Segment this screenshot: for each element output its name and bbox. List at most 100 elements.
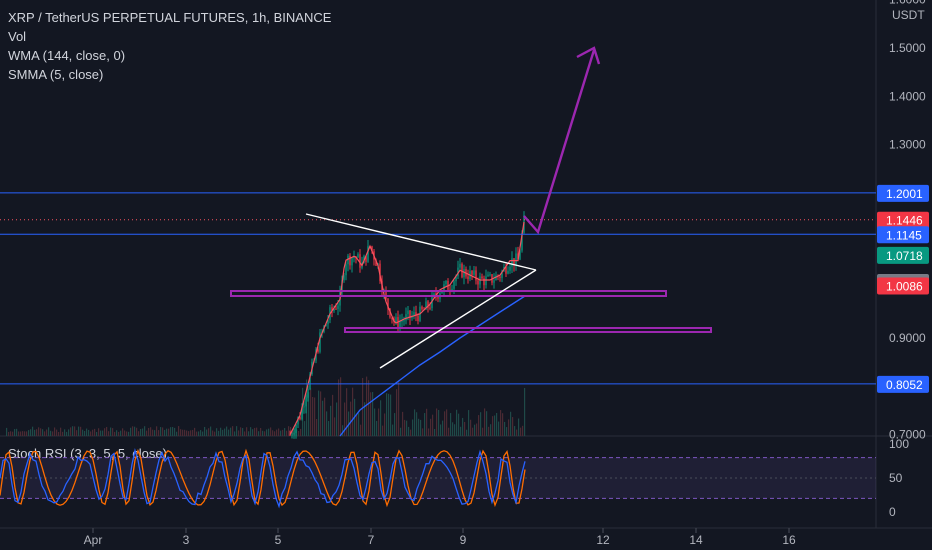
candle-body (459, 263, 461, 268)
wma-indicator-label[interactable]: WMA (144, close, 0) (8, 48, 126, 63)
volume-bar (434, 428, 436, 436)
candle-body (331, 307, 333, 311)
volume-bar (436, 408, 438, 436)
volume-bar (144, 426, 146, 436)
volume-bar (454, 424, 456, 436)
levels-and-drawings (0, 46, 876, 437)
volume-bar (172, 426, 174, 436)
volume-bar (46, 429, 48, 436)
time-tick-label: 14 (689, 533, 703, 547)
volume-bar (350, 401, 352, 436)
volume-bar (378, 408, 380, 436)
candle-body (413, 312, 415, 316)
volume-bar (318, 390, 320, 436)
candle-body (389, 308, 391, 318)
support-zone-lower (344, 327, 712, 333)
volume-bar (76, 430, 78, 436)
volume-bar (270, 427, 272, 436)
volume-bar (442, 420, 444, 436)
volume-bar (250, 427, 252, 436)
candle-body (399, 321, 401, 328)
candle-body (417, 315, 419, 321)
candle-body (415, 312, 417, 316)
candle-body (395, 317, 397, 322)
price-badge-label: 0.8052 (886, 378, 923, 392)
volume-bar (356, 414, 358, 436)
volume-bar (338, 379, 340, 436)
candle-body (505, 267, 507, 274)
volume-bar (300, 428, 302, 436)
volume-bar (340, 377, 342, 436)
volume-bar (268, 428, 270, 436)
candle-body (425, 301, 427, 310)
volume-bar (256, 427, 258, 436)
price-tick-label: 1.4000 (889, 89, 926, 103)
volume-bar (286, 430, 288, 436)
volume-bar (50, 430, 52, 436)
volume-bar (280, 430, 282, 436)
time-tick-label: 16 (782, 533, 796, 547)
volume-bar (414, 409, 416, 436)
volume-bar (104, 428, 106, 436)
volume-bar (372, 392, 374, 436)
symbol-title[interactable]: XRP / TetherUS PERPETUAL FUTURES, 1h, BI… (8, 10, 332, 25)
stoch-d-line (0, 448, 526, 508)
candle-body (481, 276, 483, 279)
candle-body (367, 246, 369, 262)
volume-bar (476, 423, 478, 436)
volume-bar (502, 413, 504, 436)
candle-body (297, 416, 299, 425)
rsi-tick-label: 0 (889, 505, 896, 519)
volume-bar (488, 426, 490, 436)
time-tick-label: 9 (460, 533, 467, 547)
time-tick-label: 5 (275, 533, 282, 547)
volume-bar (226, 426, 228, 436)
volume-bar (178, 426, 180, 436)
volume-bar (68, 429, 70, 436)
volume-bar (124, 430, 126, 436)
stoch-k-line (0, 448, 526, 509)
volume-bar (504, 421, 506, 436)
volume-bar (126, 431, 128, 436)
volume-bar (402, 411, 404, 436)
volume-bar (332, 394, 334, 436)
time-tick-label: 3 (183, 533, 190, 547)
volume-bar (180, 429, 182, 436)
candle-body (347, 255, 349, 265)
volume-bar (274, 431, 276, 436)
candle-body (319, 332, 321, 352)
volume-bar (282, 429, 284, 436)
volume-bar (160, 427, 162, 436)
volume-bar (122, 428, 124, 436)
volume-bar (190, 430, 192, 436)
volume-bar (306, 379, 308, 436)
projection-arrow (523, 49, 596, 235)
volume-bar (206, 429, 208, 436)
volume-bar (212, 430, 214, 436)
candle-body (495, 275, 497, 281)
volume-bar (310, 388, 312, 436)
price-badge (877, 184, 929, 202)
volume-bar (98, 428, 100, 436)
volume-bar (128, 431, 130, 436)
volume-bar (272, 430, 274, 436)
volume-bar (140, 428, 142, 436)
volume-bar (194, 427, 196, 436)
smma-indicator-label[interactable]: SMMA (5, close) (8, 67, 104, 82)
volume-bar (70, 427, 72, 436)
volume-bar (410, 429, 412, 436)
candle-body (515, 253, 517, 266)
volume-bar (72, 426, 74, 436)
volume-indicator-label[interactable]: Vol (8, 29, 27, 44)
candle-body (407, 310, 409, 315)
volume-bar (82, 429, 84, 436)
volume-bar (92, 429, 94, 436)
volume-bar (116, 430, 118, 436)
volume-bar (364, 402, 366, 436)
candle-body (401, 320, 403, 322)
volume-bar (344, 402, 346, 436)
volume-bar (58, 431, 60, 436)
volume-bar (334, 417, 336, 436)
volume-bar (208, 428, 210, 436)
